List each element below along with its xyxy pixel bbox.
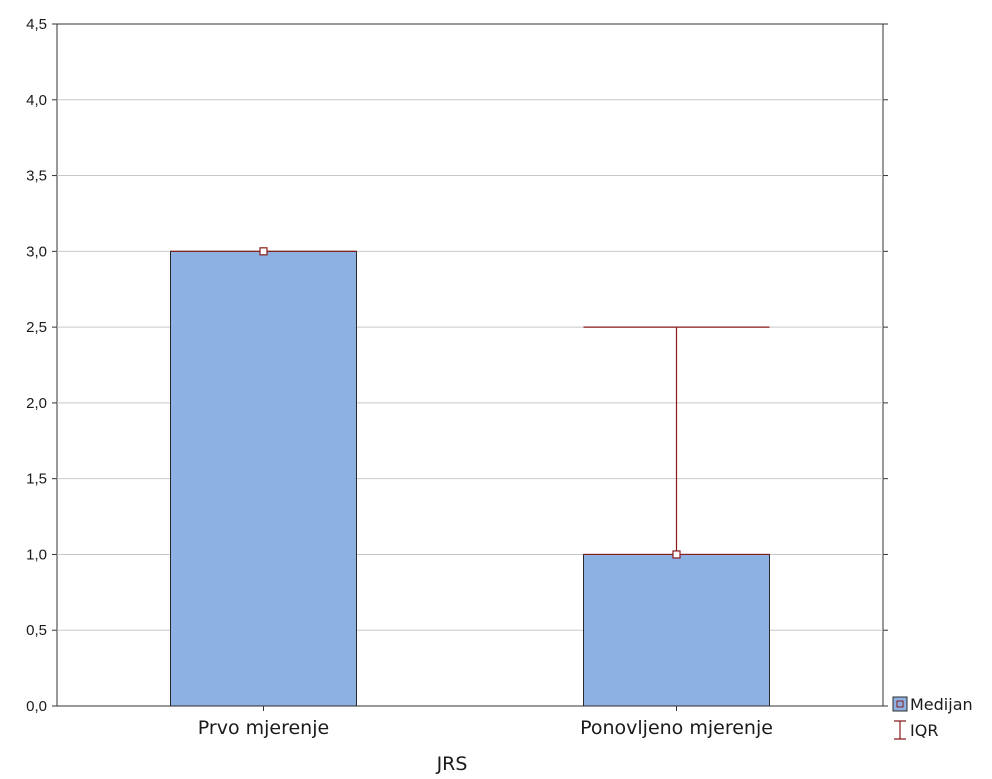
y-tick-label: 2,5	[26, 319, 47, 336]
y-tick-label: 0,5	[26, 622, 47, 639]
legend-marker-median	[896, 700, 904, 708]
legend-item-median: Medijan	[892, 695, 973, 714]
legend-label-median: Medijan	[910, 695, 973, 714]
y-tick-label: 3,5	[26, 168, 47, 185]
y-axis: 0,0 0,5 1,0 1,5 2,0 2,5 3,0 3,5 4,0 4,5	[26, 16, 888, 715]
y-tick-label: 2,0	[26, 395, 47, 412]
y-tick-label: 4,0	[26, 92, 47, 109]
x-axis-title: JRS	[436, 753, 468, 775]
y-tick-label: 4,5	[26, 16, 47, 33]
y-tick-label: 0,0	[26, 698, 47, 715]
bars	[170, 250, 770, 707]
legend-label-iqr: IQR	[910, 721, 938, 740]
y-tick-label: 1,0	[26, 546, 47, 563]
legend-swatch-median	[892, 696, 908, 712]
error-bars	[170, 247, 770, 559]
y-tick-label: 1,5	[26, 471, 47, 488]
legend-item-iqr: IQR	[894, 720, 938, 740]
median-marker	[672, 550, 681, 559]
bar	[170, 250, 357, 707]
legend: Medijan IQR	[892, 695, 973, 740]
median-marker	[259, 247, 268, 256]
x-tick-label: Prvo mjerenje	[198, 717, 329, 739]
x-axis: Prvo mjerenje Ponovljeno mjerenje	[198, 706, 773, 739]
x-tick-label: Ponovljeno mjerenje	[580, 717, 773, 739]
legend-whisker-icon	[894, 720, 906, 740]
bar	[583, 553, 770, 707]
y-tick-label: 3,0	[26, 243, 47, 260]
